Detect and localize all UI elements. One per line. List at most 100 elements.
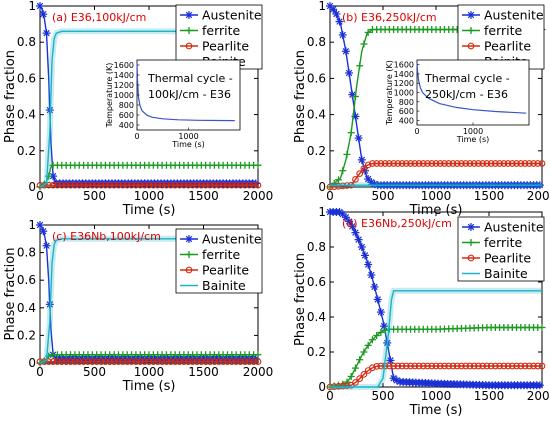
- series-pearlite: [36, 358, 262, 365]
- inset-y-tick-label: 1000: [114, 91, 134, 100]
- data-point: [370, 282, 379, 291]
- data-point: [339, 182, 347, 190]
- x-tick-label: 0: [326, 389, 334, 403]
- data-point: [351, 93, 359, 100]
- data-point: [71, 358, 79, 365]
- data-point: [189, 181, 196, 189]
- series-line: [330, 290, 542, 388]
- data-point: [119, 358, 127, 365]
- data-point: [424, 160, 431, 167]
- y-tick-label: 0.2: [307, 345, 326, 359]
- data-point: [145, 181, 153, 189]
- data-point: [530, 160, 537, 167]
- data-point: [376, 308, 385, 317]
- y-axis-label: Phase fraction: [3, 50, 18, 143]
- data-point: [206, 358, 214, 365]
- inset-y-tick-label: 1600: [114, 61, 134, 70]
- data-point: [483, 362, 491, 370]
- data-point: [411, 160, 419, 167]
- data-point: [354, 235, 363, 244]
- legend-marker: [185, 251, 193, 258]
- data-point: [106, 358, 114, 365]
- data-point: [167, 358, 175, 365]
- data-point: [171, 181, 179, 189]
- data-point: [390, 362, 397, 370]
- data-point: [470, 362, 478, 370]
- y-tick-label: 0.6: [17, 273, 36, 287]
- data-point: [54, 181, 61, 189]
- data-point: [219, 181, 227, 189]
- data-point: [415, 362, 423, 370]
- data-point: [360, 40, 368, 48]
- data-point: [356, 170, 364, 177]
- series-pearlite: [36, 181, 262, 189]
- data-point: [381, 160, 389, 167]
- data-point: [184, 358, 192, 365]
- data-point: [394, 362, 402, 370]
- y-tick-label: 0: [318, 180, 326, 194]
- x-tick-label: 0: [326, 189, 334, 203]
- series-ferrite: [36, 161, 262, 191]
- data-point: [335, 17, 344, 26]
- legend-label-pearlite: Pearlite: [202, 263, 249, 278]
- legend-marker: [185, 235, 193, 243]
- data-point: [466, 160, 474, 167]
- inset-y-tick-label: 1200: [114, 81, 134, 90]
- data-point: [398, 362, 406, 370]
- y-tick-label: 0.8: [307, 240, 326, 254]
- data-point: [377, 362, 385, 370]
- data-point: [84, 181, 92, 189]
- data-point: [75, 181, 83, 189]
- y-axis-label: Phase fraction: [3, 248, 18, 341]
- data-point: [62, 181, 70, 189]
- data-point: [419, 160, 427, 167]
- data-point: [458, 160, 465, 167]
- data-point: [115, 358, 122, 365]
- panel-b: 0 500 1000 1500 2000 0 0.2 0.4 0.6 0.8 1 Time (s) Ph…: [293, 0, 550, 218]
- data-point: [119, 181, 127, 189]
- data-point: [197, 181, 205, 189]
- data-point: [329, 5, 338, 14]
- x-tick-label: 1000: [421, 389, 452, 403]
- x-tick-label: 500: [83, 189, 106, 203]
- data-point: [360, 165, 368, 172]
- data-point: [184, 181, 192, 189]
- y-tick-label: 0.8: [307, 35, 326, 49]
- legend-label-austenite: Austenite: [484, 8, 544, 23]
- legend-marker: [467, 239, 475, 246]
- data-point: [158, 358, 166, 365]
- data-point: [154, 358, 162, 365]
- data-point: [538, 362, 546, 370]
- data-point: [84, 358, 92, 365]
- data-point: [88, 181, 96, 189]
- x-tick-label: 2000: [527, 389, 550, 403]
- data-point: [538, 324, 546, 331]
- data-point: [343, 150, 351, 158]
- data-point: [206, 181, 214, 189]
- data-point: [237, 181, 244, 189]
- data-point: [398, 160, 406, 167]
- x-tick-label: 0: [36, 189, 44, 203]
- legend-label-ferrite: ferrite: [202, 247, 241, 262]
- data-point: [123, 181, 131, 189]
- data-point: [154, 181, 162, 189]
- panel-a: 0 500 1000 1500 2000 0 0.2 0.4 0.6 0.8 1 Time (s) Ph…: [3, 0, 273, 218]
- data-point: [517, 362, 525, 370]
- data-point: [500, 160, 508, 167]
- data-point: [364, 260, 373, 269]
- data-point: [377, 160, 385, 167]
- x-axis-label: Time (s): [122, 379, 176, 394]
- series-bainite: [38, 235, 258, 366]
- data-point: [445, 362, 453, 370]
- data-point: [386, 362, 393, 370]
- data-point: [458, 362, 465, 370]
- legend-marker: [467, 27, 475, 34]
- x-tick-label: 1000: [134, 189, 165, 203]
- data-point: [254, 358, 262, 365]
- data-point: [492, 160, 499, 167]
- data-point: [348, 222, 357, 231]
- legend-label-pearlite: Pearlite: [484, 251, 531, 266]
- data-point: [441, 160, 448, 167]
- data-point: [145, 358, 153, 365]
